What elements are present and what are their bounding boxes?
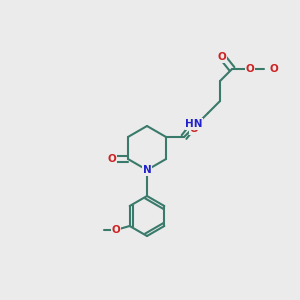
Text: HN: HN <box>185 119 203 129</box>
Text: N: N <box>142 165 152 175</box>
Text: O: O <box>108 154 116 164</box>
Text: O: O <box>190 124 198 134</box>
Text: O: O <box>111 225 120 235</box>
Text: O: O <box>246 64 254 74</box>
Text: O: O <box>269 64 278 74</box>
Text: O: O <box>218 52 226 62</box>
